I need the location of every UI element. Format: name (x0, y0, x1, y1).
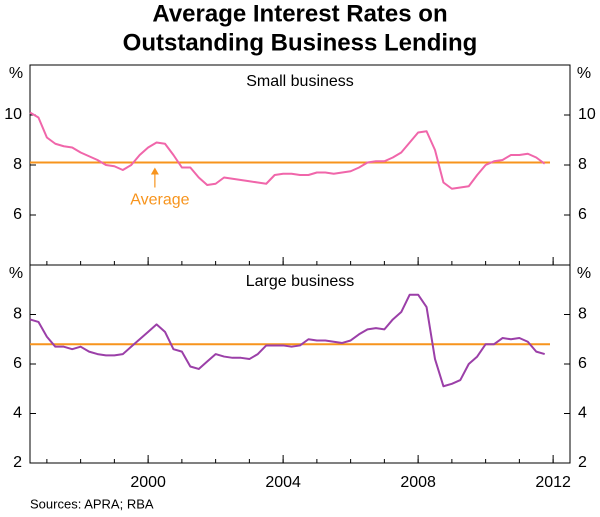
y-unit-right: % (577, 65, 591, 82)
plot-frame (29, 264, 571, 464)
panel-title: Large business (246, 273, 355, 290)
panel-title: Small business (246, 73, 354, 90)
y-tick-label: 4 (578, 405, 587, 422)
y-tick-label: 2 (578, 454, 587, 471)
y-tick-label: 4 (13, 405, 22, 422)
series-line (29, 293, 545, 388)
y-tick-label: 8 (578, 306, 587, 323)
y-tick-label: 8 (578, 156, 587, 173)
x-tick-label: 2000 (130, 474, 166, 491)
y-tick-label: 6 (13, 206, 22, 223)
y-tick-label: 8 (13, 306, 22, 323)
chart-title: Average Interest Rates on (152, 0, 447, 27)
average-label: Average (130, 192, 189, 209)
y-tick-label: 6 (578, 355, 587, 372)
y-unit-right: % (577, 265, 591, 282)
source-note: Sources: APRA; RBA (30, 496, 154, 511)
y-tick-label: 6 (578, 206, 587, 223)
x-tick-label: 2008 (400, 474, 436, 491)
chart-title: Outstanding Business Lending (123, 29, 478, 56)
y-tick-label: 10 (4, 106, 22, 123)
y-unit-left: % (9, 265, 23, 282)
x-tick-label: 2012 (535, 474, 571, 491)
y-tick-label: 6 (13, 355, 22, 372)
y-tick-label: 8 (13, 156, 22, 173)
series-line (29, 111, 546, 190)
x-tick-label: 2004 (265, 474, 301, 491)
y-tick-label: 10 (578, 106, 596, 123)
average-arrowhead (150, 167, 159, 175)
y-tick-label: 2 (13, 454, 22, 471)
y-unit-left: % (9, 65, 23, 82)
